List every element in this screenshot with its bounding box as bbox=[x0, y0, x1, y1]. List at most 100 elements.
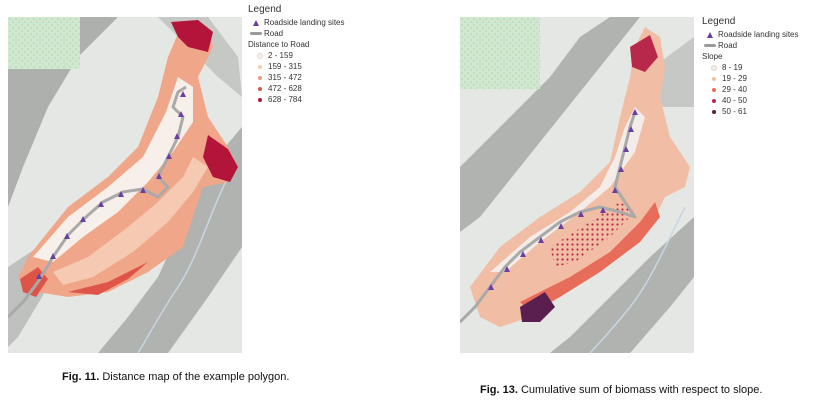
landing-site-marker bbox=[64, 233, 70, 239]
figure-number: Fig. 11. bbox=[62, 371, 100, 383]
zone-steep bbox=[550, 202, 635, 267]
zone-low bbox=[490, 107, 645, 272]
legend-class: 315 - 472 bbox=[248, 72, 368, 83]
legend-class-label: 159 - 315 bbox=[268, 61, 302, 71]
landing-site-marker bbox=[140, 187, 146, 193]
legend-item-sites: Roadside landing sites bbox=[702, 29, 832, 40]
legend-class-label: 472 - 628 bbox=[268, 83, 302, 93]
legend-item-sites: Roadside landing sites bbox=[248, 17, 368, 28]
road-line-icon bbox=[704, 44, 716, 47]
stream bbox=[137, 176, 229, 353]
zone-low bbox=[33, 77, 193, 262]
landing-site-marker bbox=[180, 91, 186, 97]
legend-title: Legend bbox=[248, 4, 282, 15]
zone-steep bbox=[520, 292, 555, 322]
caption-text: Distance map of the example polygon. bbox=[102, 371, 290, 383]
landing-site-marker bbox=[178, 111, 184, 117]
class-swatch bbox=[258, 86, 262, 91]
legend-label: Road bbox=[718, 40, 738, 50]
legend-label: Roadside landing sites bbox=[264, 17, 345, 27]
stream bbox=[589, 206, 686, 353]
zone-high bbox=[203, 135, 238, 182]
landing-site-marker bbox=[174, 133, 180, 139]
landing-site-marker bbox=[118, 191, 124, 197]
caption-text: Cumulative sum of biomass with respect t… bbox=[520, 384, 763, 396]
legend-class-label: 29 - 40 bbox=[722, 84, 747, 94]
landing-site-marker bbox=[50, 253, 56, 259]
figure-number: Fig. 13. bbox=[480, 384, 518, 396]
landing-sites bbox=[488, 109, 638, 290]
class-swatch bbox=[712, 109, 716, 114]
landing-site-marker bbox=[623, 146, 629, 152]
class-swatch bbox=[258, 97, 262, 102]
legend-label: Road bbox=[264, 28, 284, 38]
legend-class-label: 50 - 61 bbox=[722, 106, 747, 116]
landing-site-marker bbox=[600, 207, 606, 213]
park-area bbox=[8, 17, 80, 69]
legend-group-title: Distance to Road bbox=[248, 40, 310, 49]
landing-site-marker bbox=[538, 237, 544, 243]
landing-site-marker bbox=[628, 126, 634, 132]
legend: Legend Roadside landing sites Road Dista… bbox=[248, 5, 368, 105]
hill-shade bbox=[460, 17, 640, 232]
legend-class-label: 628 - 784 bbox=[268, 94, 302, 104]
zone-steep bbox=[630, 35, 658, 72]
zone-high bbox=[171, 20, 213, 52]
landing-site-marker bbox=[504, 266, 510, 272]
legend-class-label: 315 - 472 bbox=[268, 72, 302, 82]
slope-map bbox=[460, 17, 694, 353]
zone-high bbox=[68, 262, 148, 295]
zone-mid bbox=[53, 157, 208, 285]
class-swatch bbox=[711, 64, 717, 71]
triangle-icon bbox=[253, 19, 259, 26]
legend-class: 8 - 19 bbox=[702, 62, 832, 73]
landing-site-marker bbox=[558, 223, 564, 229]
legend: Legend Roadside landing sites Road Slope… bbox=[702, 17, 832, 117]
landing-site-marker bbox=[166, 153, 172, 159]
landing-site-marker bbox=[156, 173, 162, 179]
landing-site-marker bbox=[520, 251, 526, 257]
landing-site-marker bbox=[632, 109, 638, 115]
hill-shade bbox=[550, 217, 694, 353]
slope-map-svg bbox=[460, 17, 694, 353]
landing-site-marker bbox=[612, 187, 618, 193]
legend-class-label: 8 - 19 bbox=[722, 62, 743, 72]
triangle-icon bbox=[707, 31, 713, 38]
legend-class-label: 40 - 50 bbox=[722, 95, 747, 105]
class-swatch bbox=[258, 75, 262, 80]
class-swatch bbox=[258, 64, 262, 69]
figure-caption: Fig. 11. Distance map of the example pol… bbox=[62, 371, 289, 383]
landing-sites bbox=[36, 91, 186, 279]
landing-site-marker bbox=[80, 216, 86, 222]
road-line-icon bbox=[250, 32, 262, 35]
legend-class: 40 - 50 bbox=[702, 95, 832, 106]
legend-title: Legend bbox=[702, 16, 736, 27]
distance-map bbox=[8, 17, 242, 353]
landing-site-marker bbox=[578, 211, 584, 217]
legend-class-label: 2 - 159 bbox=[268, 50, 293, 60]
legend-class: 628 - 784 bbox=[248, 94, 368, 105]
legend-item-road: Road bbox=[702, 40, 832, 51]
legend-class: 29 - 40 bbox=[702, 84, 832, 95]
legend-group-title: Slope bbox=[702, 52, 723, 61]
legend-class: 19 - 29 bbox=[702, 73, 832, 84]
figure-caption: Fig. 13. Cumulative sum of biomass with … bbox=[480, 384, 762, 396]
legend-label: Roadside landing sites bbox=[718, 29, 799, 39]
class-swatch bbox=[712, 98, 716, 103]
legend-item-road: Road bbox=[248, 28, 368, 39]
landing-site-marker bbox=[488, 284, 494, 290]
legend-class: 472 - 628 bbox=[248, 83, 368, 94]
class-swatch bbox=[712, 87, 716, 92]
legend-class: 50 - 61 bbox=[702, 106, 832, 117]
legend-class-label: 19 - 29 bbox=[722, 73, 747, 83]
zone-mid bbox=[520, 202, 660, 312]
landing-site-marker bbox=[98, 201, 104, 207]
landing-site-marker bbox=[36, 273, 42, 279]
road bbox=[460, 111, 637, 324]
park-area bbox=[460, 17, 540, 89]
class-swatch bbox=[257, 52, 263, 59]
legend-class: 159 - 315 bbox=[248, 61, 368, 72]
class-swatch bbox=[712, 76, 716, 81]
distance-map-svg bbox=[8, 17, 242, 353]
legend-class: 2 - 159 bbox=[248, 50, 368, 61]
